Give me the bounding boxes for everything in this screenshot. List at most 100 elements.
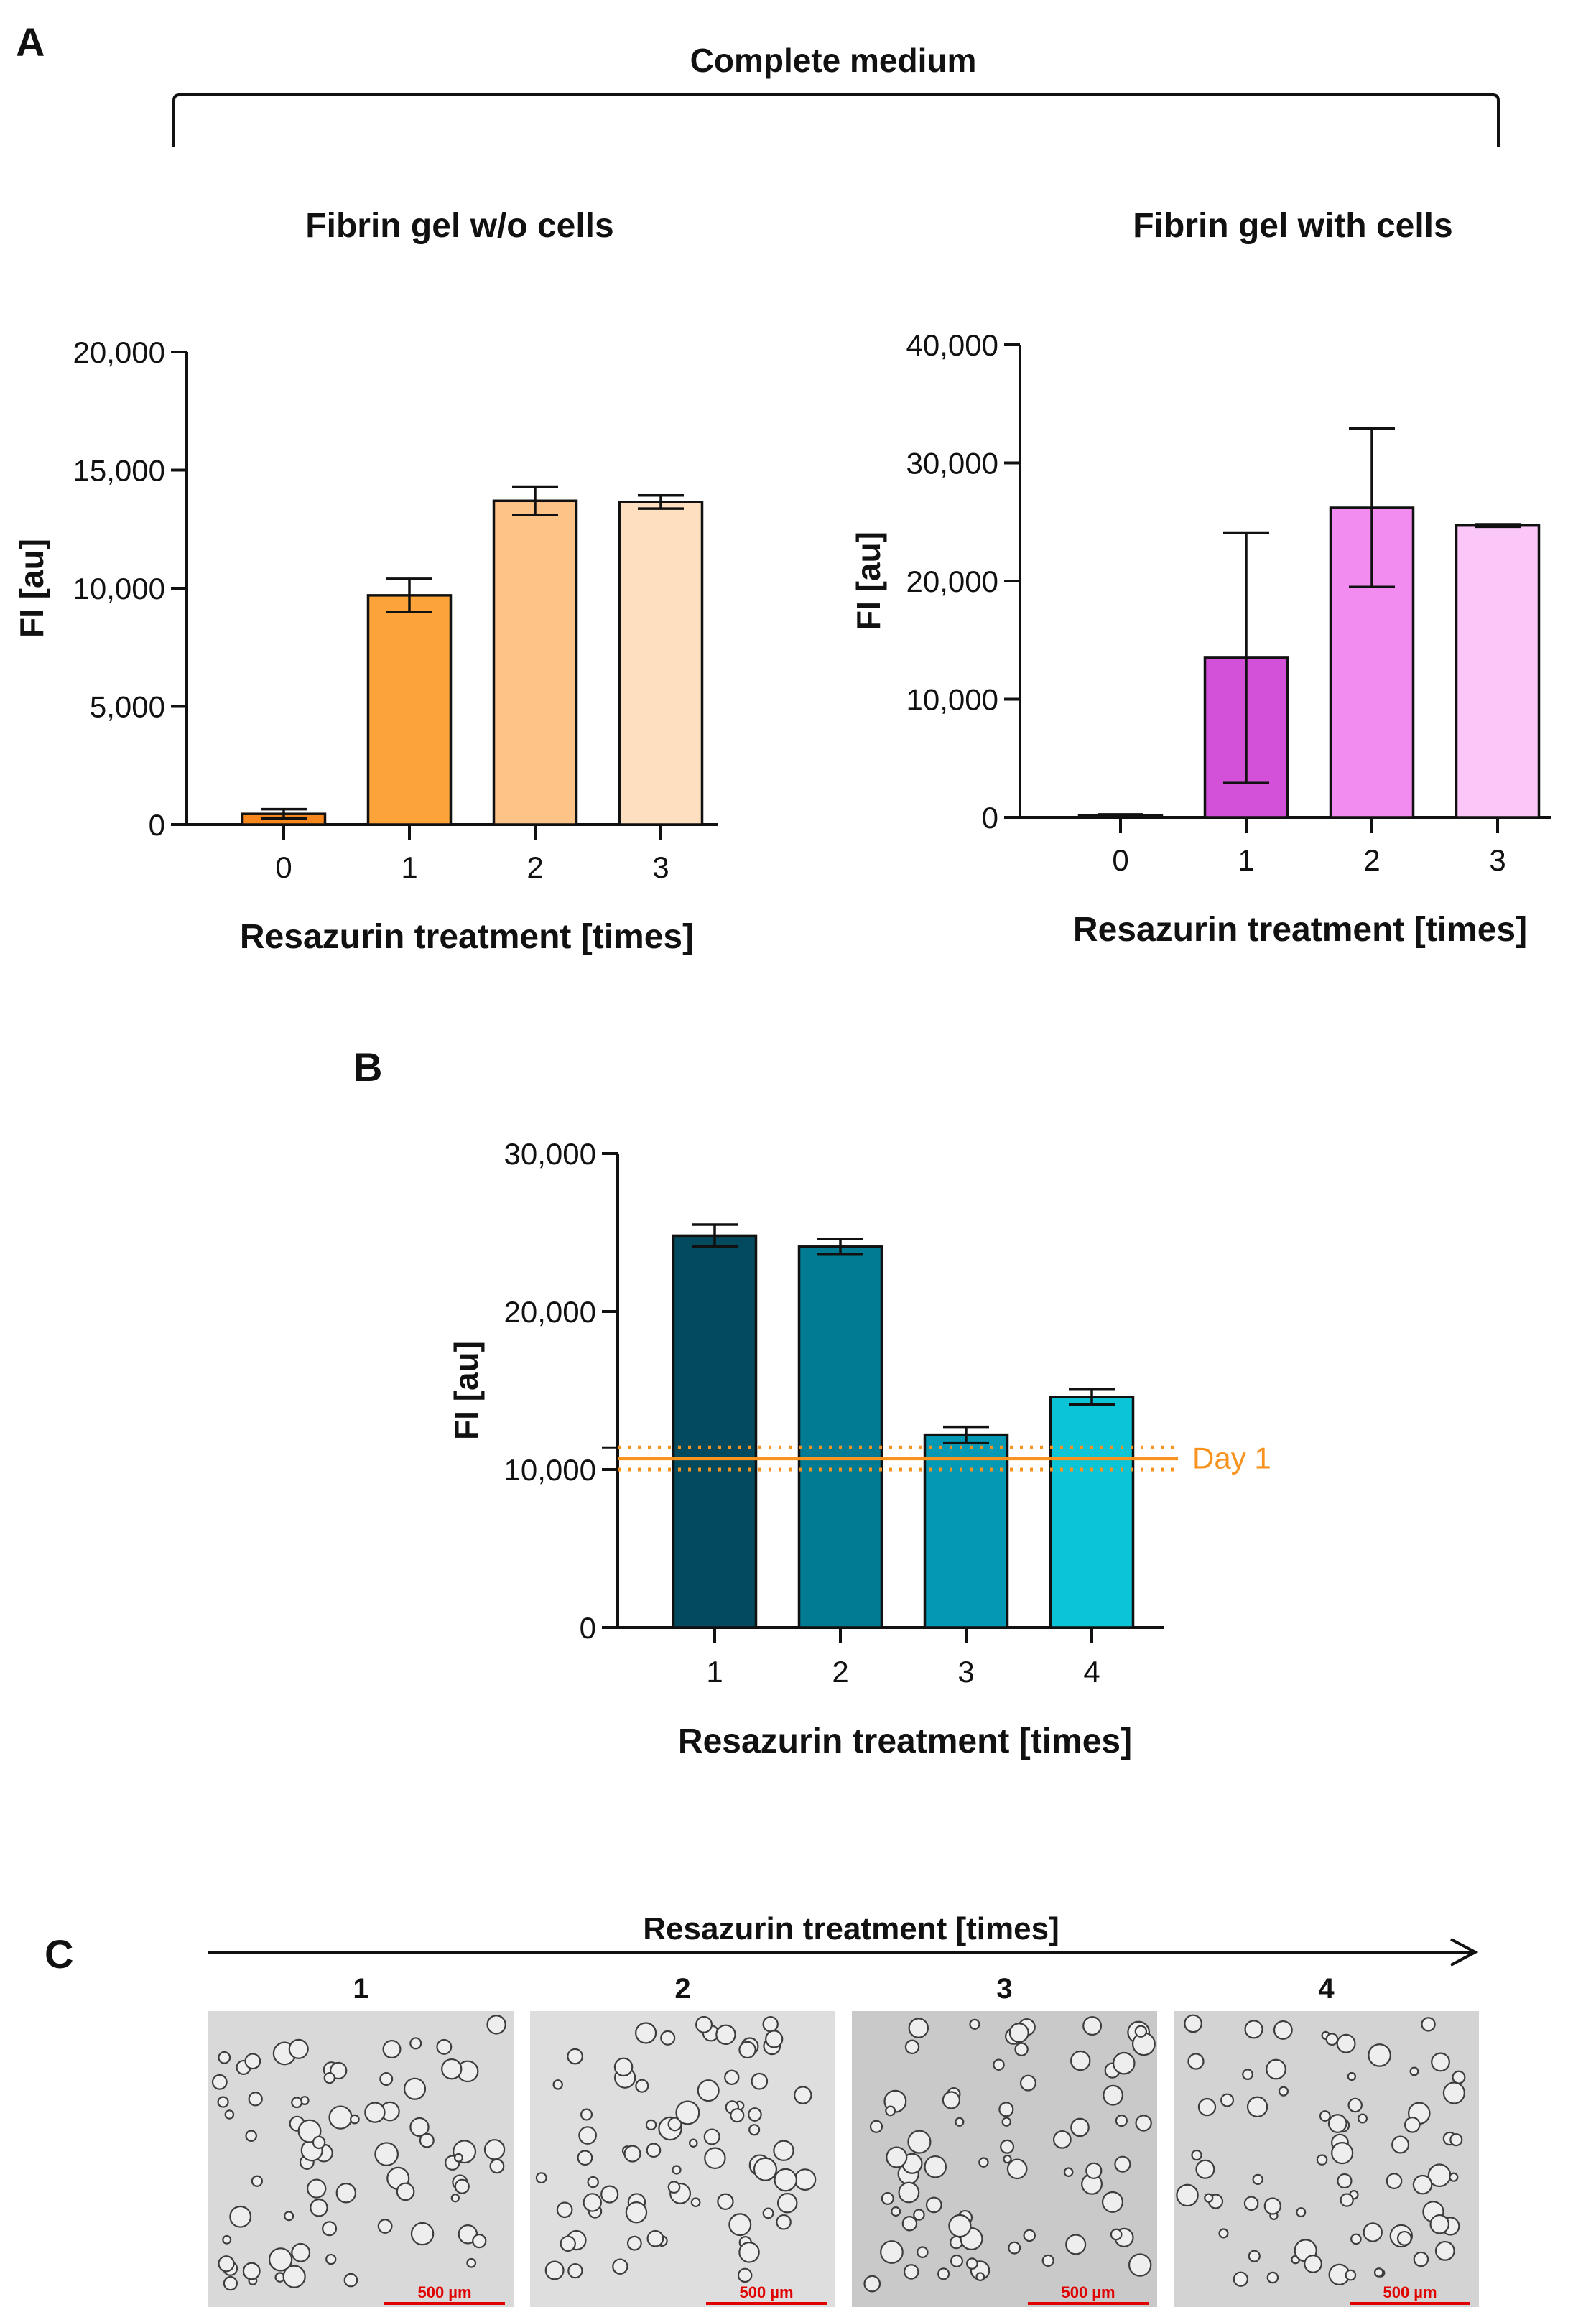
cell [268, 2247, 293, 2272]
cell [904, 2039, 920, 2054]
cell [291, 2097, 303, 2109]
cell [297, 2119, 322, 2143]
cell [774, 2168, 797, 2192]
cell [738, 2242, 760, 2263]
cell [635, 2079, 649, 2093]
y-axis-label: FI [au] [850, 532, 887, 631]
cell [1218, 2228, 1229, 2239]
x-tick-label: 0 [1112, 843, 1128, 877]
cell [1114, 2155, 1131, 2173]
chart-fibrin-without-cells: Fibrin gel w/o cells05,00010,00015,00020… [13, 207, 718, 956]
cell [1340, 2193, 1354, 2207]
cell [583, 2193, 602, 2212]
cell [244, 2053, 261, 2070]
cell [738, 2041, 756, 2059]
y-tick-label: 10,000 [504, 1453, 596, 1487]
cell [245, 2130, 257, 2143]
cell [483, 2139, 506, 2160]
cell [1412, 2174, 1433, 2195]
cell [1452, 2070, 1466, 2084]
cell [966, 2257, 978, 2270]
cell [730, 2108, 745, 2123]
cell [753, 2157, 778, 2181]
cell [635, 2022, 657, 2044]
cell [587, 2176, 599, 2188]
y-tick-label: 30,000 [504, 1137, 596, 1171]
cell [925, 2196, 942, 2214]
cell [913, 2209, 925, 2221]
bar [1049, 1396, 1135, 1629]
x-tick-label: 3 [957, 1655, 974, 1689]
cell [1358, 2113, 1368, 2124]
cell [776, 2192, 798, 2214]
cell [908, 2018, 929, 2038]
cell [1101, 2191, 1123, 2213]
cell [1391, 2135, 1410, 2154]
cell [891, 2206, 901, 2217]
cell [660, 2030, 676, 2046]
cell [489, 2158, 505, 2174]
cell [282, 2265, 306, 2288]
cell [950, 2254, 964, 2267]
y-tick-label: 40,000 [906, 328, 998, 362]
cell [937, 2267, 950, 2280]
cell [535, 2172, 547, 2184]
cell [1404, 2117, 1421, 2133]
cell [646, 2143, 662, 2158]
cell [1442, 2081, 1465, 2104]
chart-fibrin-with-cells: Fibrin gel with cells 0 10,000 20,000 30,000… [850, 207, 1551, 949]
x-tick-label: 3 [1489, 843, 1505, 877]
cell [1023, 2229, 1036, 2242]
cell [1266, 2058, 1286, 2080]
cell [1003, 2154, 1012, 2164]
x-tick-label: 2 [1363, 843, 1380, 877]
cell [323, 2071, 335, 2084]
cell [672, 2165, 682, 2175]
cell [1006, 2158, 1028, 2180]
cell [486, 2015, 506, 2035]
cell [1134, 2025, 1148, 2038]
reference-label: Day 1 [1192, 1442, 1271, 1475]
x-axis-label: Resazurin treatment [times] [240, 918, 694, 956]
cell [1115, 2115, 1128, 2127]
cell [667, 2117, 682, 2132]
micrograph-label: 3 [996, 1973, 1012, 2005]
cell [1052, 2130, 1072, 2149]
cell [567, 2048, 583, 2065]
cell [1242, 2069, 1253, 2080]
cell [1187, 2053, 1205, 2070]
cell [917, 2246, 929, 2258]
cell [1220, 2093, 1235, 2107]
panel-label-a: A [16, 19, 45, 65]
bar [672, 1234, 758, 1629]
panel-label-b: B [353, 1044, 382, 1090]
cell [217, 2096, 229, 2108]
cell [715, 2024, 736, 2046]
cell [1266, 2271, 1279, 2284]
cell [307, 2178, 327, 2199]
cell [690, 2197, 701, 2208]
cell [794, 2168, 817, 2191]
cell [419, 2132, 435, 2148]
cell [880, 2240, 904, 2264]
micrograph-row: 1 500 µm 2 500 µm 3 500 µm 4 500 µm [208, 1973, 1479, 2307]
bar [1455, 524, 1541, 819]
cell [1347, 2071, 1356, 2081]
cell [1204, 2193, 1214, 2203]
x-axis-label: Resazurin treatment [times] [1073, 911, 1527, 949]
cell [1019, 2074, 1036, 2092]
cell [903, 2264, 919, 2280]
cell [975, 2272, 985, 2282]
cell [343, 2273, 358, 2288]
cell [898, 2181, 920, 2204]
treatment-arrowhead [1450, 1938, 1479, 1967]
cell [955, 2117, 965, 2127]
x-tick-label: 1 [401, 850, 417, 884]
bracket-title: Complete medium [690, 42, 977, 79]
cell [1327, 2114, 1347, 2133]
cell [689, 2138, 698, 2148]
cell [556, 2201, 573, 2219]
micrograph-label: 1 [353, 1973, 368, 2005]
cell [1413, 2251, 1429, 2267]
cell [869, 2120, 883, 2133]
